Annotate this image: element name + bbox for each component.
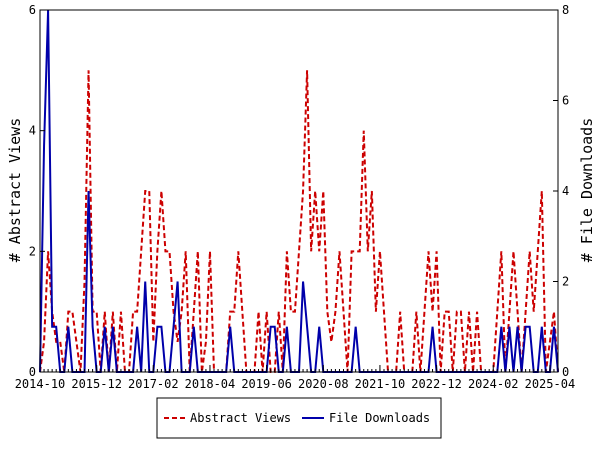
legend-label-file-downloads: File Downloads [329, 411, 430, 425]
x-tick-label: 2025-04 [525, 377, 576, 391]
x-tick-label: 2022-12 [411, 377, 462, 391]
plot-lines [39, 9, 559, 373]
left-tick-label: 6 [29, 3, 36, 17]
x-tick-label: 2024-02 [468, 377, 519, 391]
legend-box [156, 397, 442, 439]
x-tick-label: 2020-08 [298, 377, 349, 391]
left-tick-label: 0 [29, 365, 36, 379]
series-line-file-downloads [39, 9, 559, 373]
x-axis: 2014-10 2015-12 2017-02 2018-04 2019-06 2020-… [15, 365, 575, 391]
left-axis-title: # Abstract Views [6, 118, 24, 263]
x-tick-label: 2018-04 [185, 377, 236, 391]
x-tick-label: 2017-02 [128, 377, 179, 391]
x-tick-label: 2019-06 [241, 377, 292, 391]
x-tick-label: 2021-10 [355, 377, 406, 391]
left-tick-label: 2 [29, 244, 36, 258]
right-tick-label: 2 [562, 275, 569, 289]
right-tick-label: 0 [562, 365, 569, 379]
right-tick-label: 4 [562, 184, 569, 198]
left-tick-label: 4 [29, 124, 36, 138]
x-tick-label: 2015-12 [71, 377, 122, 391]
legend: Abstract Views File Downloads [156, 397, 442, 439]
series-line-abstract-views [39, 70, 559, 373]
x-tick-label: 2014-10 [15, 377, 66, 391]
right-tick-label: 8 [562, 3, 569, 17]
right-tick-label: 6 [562, 94, 569, 108]
right-axis-title: # File Downloads [578, 118, 596, 263]
plot-frame [39, 9, 559, 373]
legend-label-abstract-views: Abstract Views [190, 411, 291, 425]
